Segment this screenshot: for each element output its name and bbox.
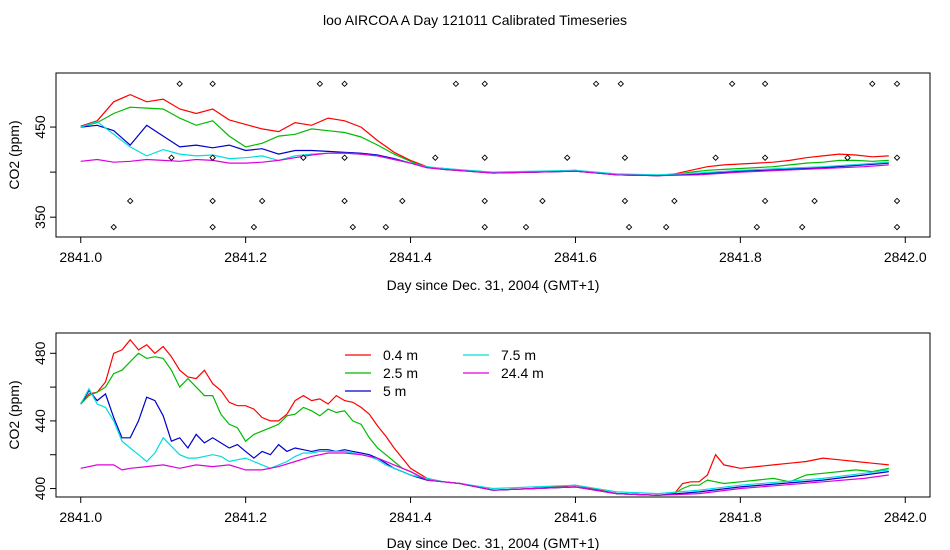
flag-marker bbox=[399, 197, 406, 205]
flag-marker bbox=[893, 223, 901, 231]
flag-marker bbox=[481, 154, 488, 161]
flag-marker bbox=[621, 197, 629, 205]
flag-marker bbox=[625, 223, 633, 231]
series-line-0-4-m-m bbox=[80, 338, 889, 496]
series-line-5-m-m bbox=[80, 124, 889, 177]
flag-marker bbox=[341, 197, 348, 205]
flag-marker bbox=[617, 80, 625, 88]
flag-marker bbox=[209, 197, 216, 205]
y-tick-label: 450 bbox=[32, 115, 48, 139]
x-tick-label: 2842.0 bbox=[884, 509, 927, 525]
series-line-0-4-m-m bbox=[80, 93, 889, 177]
legend-label: 7.5 m bbox=[501, 347, 536, 363]
flag-marker bbox=[712, 154, 719, 161]
top-panel-marks bbox=[80, 80, 901, 231]
x-tick-label: 2841.4 bbox=[389, 509, 432, 525]
flag-marker bbox=[761, 80, 769, 88]
legend: 0.4 m 2.5 m 5 m 7.5 m 24.4 m bbox=[345, 347, 544, 399]
flag-marker bbox=[382, 223, 390, 231]
top-y-axis-label: CO2 (ppm) bbox=[6, 120, 22, 189]
x-tick-label: 2841.8 bbox=[719, 249, 762, 265]
flag-marker bbox=[209, 223, 216, 231]
y-tick-label: 440 bbox=[32, 409, 48, 433]
series-line-2-5-m-m bbox=[80, 352, 889, 496]
bottom-panel: 2841.0 2841.2 2841.4 2841.6 2841.8 2842.0 400… bbox=[6, 332, 931, 550]
x-tick-label: 2841.6 bbox=[554, 509, 597, 525]
bottom-x-axis: 2841.0 2841.2 2841.4 2841.6 2841.8 2842.0 bbox=[59, 497, 927, 525]
flag-marker bbox=[452, 80, 460, 88]
flag-marker bbox=[893, 80, 901, 88]
flag-marker bbox=[258, 197, 266, 205]
legend-label: 24.4 m bbox=[501, 365, 544, 381]
x-tick-label: 2842.0 bbox=[884, 249, 927, 265]
x-tick-label: 2841.0 bbox=[59, 509, 102, 525]
flag-marker bbox=[844, 154, 851, 161]
flag-marker bbox=[592, 80, 600, 88]
x-tick-label: 2841.4 bbox=[389, 249, 432, 265]
flag-marker bbox=[811, 197, 818, 205]
series-line-2-5-m-m bbox=[80, 106, 889, 177]
top-y-axis: 350 450 bbox=[32, 115, 56, 229]
legend-label: 2.5 m bbox=[383, 365, 418, 381]
flag-marker bbox=[209, 154, 216, 161]
flag-marker bbox=[563, 154, 571, 161]
series-line-24-4-m-m bbox=[80, 452, 889, 496]
top-x-axis: 2841.0 2841.2 2841.4 2841.6 2841.8 2842.0 bbox=[59, 237, 927, 265]
x-tick-label: 2841.2 bbox=[224, 249, 267, 265]
y-tick-label: 480 bbox=[32, 341, 48, 365]
plot-area-frame bbox=[55, 72, 931, 238]
flag-marker bbox=[728, 80, 736, 88]
legend-label: 5 m bbox=[383, 383, 406, 399]
bottom-panel-marks bbox=[80, 338, 889, 496]
flag-marker bbox=[539, 197, 546, 205]
x-tick-label: 2841.2 bbox=[224, 509, 267, 525]
flag-marker bbox=[893, 197, 901, 205]
top-panel: 2841.0 2841.2 2841.4 2841.6 2841.8 2842.0 350… bbox=[6, 72, 931, 293]
flag-marker bbox=[481, 80, 488, 88]
flag-marker bbox=[761, 154, 769, 161]
flag-marker bbox=[341, 80, 348, 88]
top-x-axis-label: Day since Dec. 31, 2004 (GMT+1) bbox=[387, 277, 600, 293]
x-tick-label: 2841.8 bbox=[719, 509, 762, 525]
flag-marker bbox=[662, 223, 670, 231]
series-line-7-5-m-m bbox=[80, 387, 889, 495]
flag-marker bbox=[869, 80, 876, 88]
y-tick-label: 400 bbox=[32, 477, 48, 501]
figure-title: loo AIRCOA A Day 121011 Calibrated Times… bbox=[323, 12, 627, 28]
flag-marker bbox=[316, 80, 324, 88]
flag-marker bbox=[432, 154, 439, 161]
flag-marker bbox=[621, 154, 629, 161]
x-tick-label: 2841.0 bbox=[59, 249, 102, 265]
x-tick-label: 2841.6 bbox=[554, 249, 597, 265]
flag-marker bbox=[250, 223, 258, 231]
flag-marker bbox=[798, 223, 806, 231]
bottom-y-axis: 400 440 480 bbox=[32, 341, 56, 500]
flag-marker bbox=[893, 154, 901, 161]
bottom-x-axis-label: Day since Dec. 31, 2004 (GMT+1) bbox=[387, 535, 600, 550]
flag-marker bbox=[110, 223, 117, 231]
flag-marker bbox=[481, 223, 488, 231]
flag-marker bbox=[522, 223, 530, 231]
plot-area-frame bbox=[55, 332, 931, 498]
flag-marker bbox=[300, 154, 307, 161]
flag-marker bbox=[209, 80, 216, 88]
flag-marker bbox=[481, 197, 488, 205]
flag-marker bbox=[126, 197, 134, 205]
bottom-y-axis-label: CO2 (ppm) bbox=[6, 380, 22, 449]
legend-label: 0.4 m bbox=[383, 347, 418, 363]
flag-marker bbox=[753, 223, 761, 231]
flag-marker bbox=[168, 154, 175, 161]
flag-marker bbox=[176, 80, 183, 88]
flag-marker bbox=[761, 197, 769, 205]
flag-marker bbox=[671, 197, 678, 205]
flag-marker bbox=[341, 154, 348, 161]
y-tick-label: 350 bbox=[32, 205, 48, 229]
flag-marker bbox=[349, 223, 357, 231]
